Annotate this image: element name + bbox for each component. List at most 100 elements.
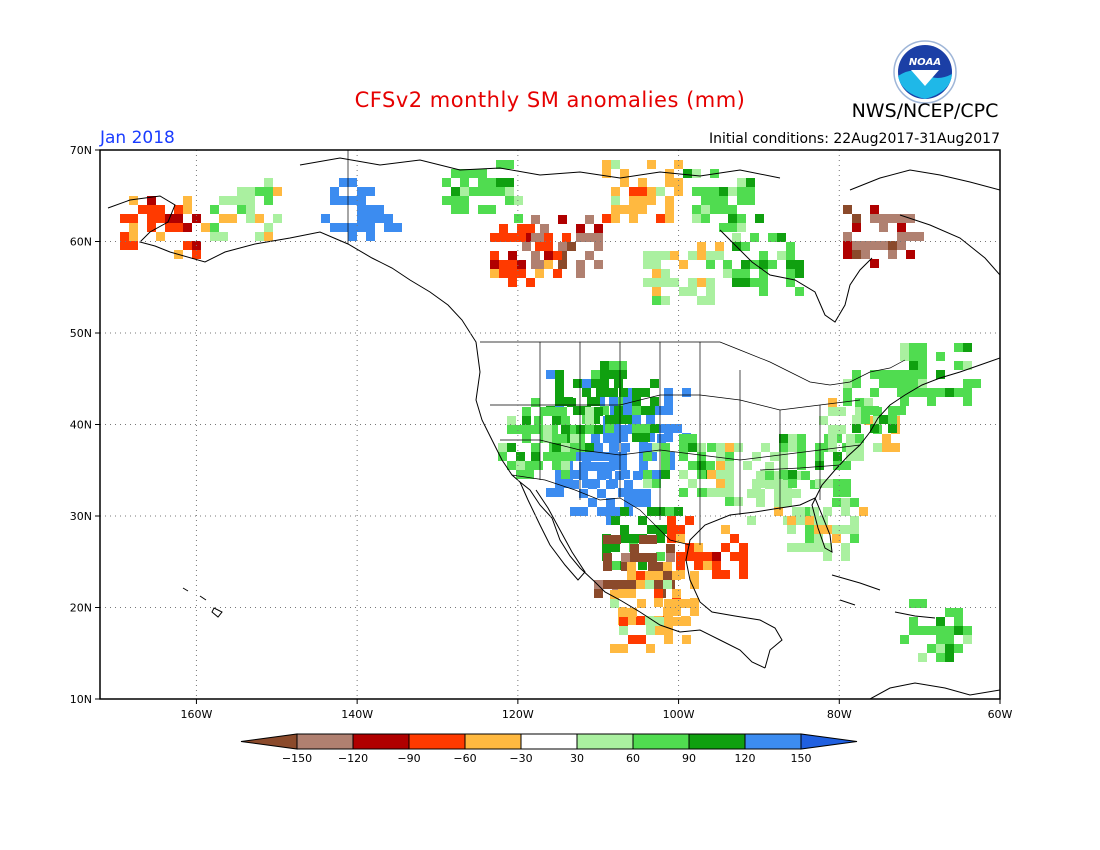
- anomaly-cell: [558, 251, 567, 260]
- anomaly-cell: [805, 543, 814, 552]
- anomaly-cell: [909, 599, 918, 608]
- anomaly-cell: [366, 232, 375, 241]
- anomaly-cell: [629, 187, 638, 196]
- anomaly-cell: [882, 434, 891, 443]
- colorbar-swatch: [576, 733, 634, 750]
- anomaly-cell: [819, 416, 828, 425]
- anomaly-cell: [797, 434, 806, 443]
- anomaly-cell: [339, 178, 348, 187]
- anomaly-cell: [120, 232, 129, 241]
- anomaly-cell: [927, 644, 936, 653]
- anomaly-cell: [543, 434, 552, 443]
- anomaly-cell: [505, 178, 514, 187]
- anomaly-cell: [478, 187, 487, 196]
- anomaly-cell: [683, 169, 692, 178]
- anomaly-cell: [761, 443, 770, 452]
- anomaly-cell: [597, 471, 606, 480]
- anomaly-cell: [621, 425, 630, 434]
- anomaly-cell: [815, 479, 824, 488]
- anomaly-cell: [728, 223, 737, 232]
- colorbar-swatch: [632, 733, 690, 750]
- anomaly-cell: [636, 580, 645, 589]
- anomaly-cell: [906, 232, 915, 241]
- colorbar-label: −60: [453, 752, 476, 765]
- anomaly-cell: [460, 205, 469, 214]
- anomaly-cell: [712, 570, 721, 579]
- anomaly-cell: [710, 196, 719, 205]
- anomaly-cell: [567, 425, 576, 434]
- anomaly-cell: [570, 507, 579, 516]
- anomaly-cell: [909, 626, 918, 635]
- anomaly-cell: [174, 205, 183, 214]
- anomaly-cell: [656, 525, 665, 534]
- anomaly-cell: [594, 233, 603, 242]
- colorbar-swatch: [464, 733, 522, 750]
- anomaly-cell: [737, 223, 746, 232]
- anomaly-cell: [496, 160, 505, 169]
- anomaly-cell: [612, 535, 621, 544]
- anomaly-cell: [610, 590, 619, 599]
- anomaly-cell: [897, 370, 906, 379]
- anomaly-cell: [576, 269, 585, 278]
- anomaly-cell: [741, 242, 750, 251]
- anomaly-cell: [732, 233, 741, 242]
- anomaly-cell: [264, 223, 273, 232]
- anomaly-cell: [647, 187, 656, 196]
- anomaly-cell: [525, 425, 534, 434]
- anomaly-cell: [664, 608, 673, 617]
- anomaly-cell: [591, 379, 600, 388]
- anomaly-cell: [555, 388, 564, 397]
- anomaly-cell: [823, 552, 832, 561]
- anomaly-cell: [567, 452, 576, 461]
- anomaly-cell: [665, 507, 674, 516]
- anomaly-cell: [963, 635, 972, 644]
- anomaly-cell: [255, 232, 264, 241]
- anomaly-cell: [156, 232, 165, 241]
- anomaly-cell: [870, 259, 879, 268]
- anomaly-cell: [606, 516, 615, 525]
- anomaly-cell: [852, 370, 861, 379]
- anomaly-cell: [664, 635, 673, 644]
- anomaly-cell: [679, 443, 688, 452]
- anomaly-cell: [219, 196, 228, 205]
- anomaly-cell: [442, 196, 451, 205]
- anomaly-cell: [656, 214, 665, 223]
- anomaly-cell: [855, 443, 864, 452]
- anomaly-cell: [666, 571, 675, 580]
- anomaly-cell: [814, 543, 823, 552]
- anomaly-cell: [786, 242, 795, 251]
- anomaly-cell: [632, 397, 641, 406]
- anomaly-cell: [609, 388, 618, 397]
- anomaly-cell: [846, 452, 855, 461]
- anomaly-cell: [650, 379, 659, 388]
- anomaly-cell: [846, 434, 855, 443]
- anomaly-cell: [786, 269, 795, 278]
- anomaly-cell: [611, 205, 620, 214]
- anomaly-cell: [716, 488, 725, 497]
- anomaly-cell: [852, 250, 861, 259]
- anomaly-cell: [783, 480, 792, 489]
- anomaly-cell: [652, 479, 661, 488]
- anomaly-cell: [612, 452, 621, 461]
- anomaly-cell: [228, 214, 237, 223]
- anomaly-cell: [348, 232, 357, 241]
- anomaly-cell: [357, 196, 366, 205]
- anomaly-cell: [787, 525, 796, 534]
- colorbar-swatch: [744, 733, 802, 750]
- anomaly-cell: [531, 215, 540, 224]
- anomaly-cell: [918, 352, 927, 361]
- anomaly-cell: [963, 397, 972, 406]
- anomaly-cell: [774, 471, 783, 480]
- anomaly-cell: [534, 425, 543, 434]
- anomaly-cell: [673, 599, 682, 608]
- anomaly-cell: [647, 507, 656, 516]
- anomaly-cell: [664, 617, 673, 626]
- anomaly-cell: [870, 406, 879, 415]
- anomaly-cell: [663, 562, 672, 571]
- anomaly-cell: [657, 580, 666, 589]
- anomaly-cell: [779, 452, 788, 461]
- anomaly-cell: [621, 470, 630, 479]
- anomaly-cell: [828, 425, 837, 434]
- anomaly-cell: [734, 497, 743, 506]
- anomaly-cell: [384, 223, 393, 232]
